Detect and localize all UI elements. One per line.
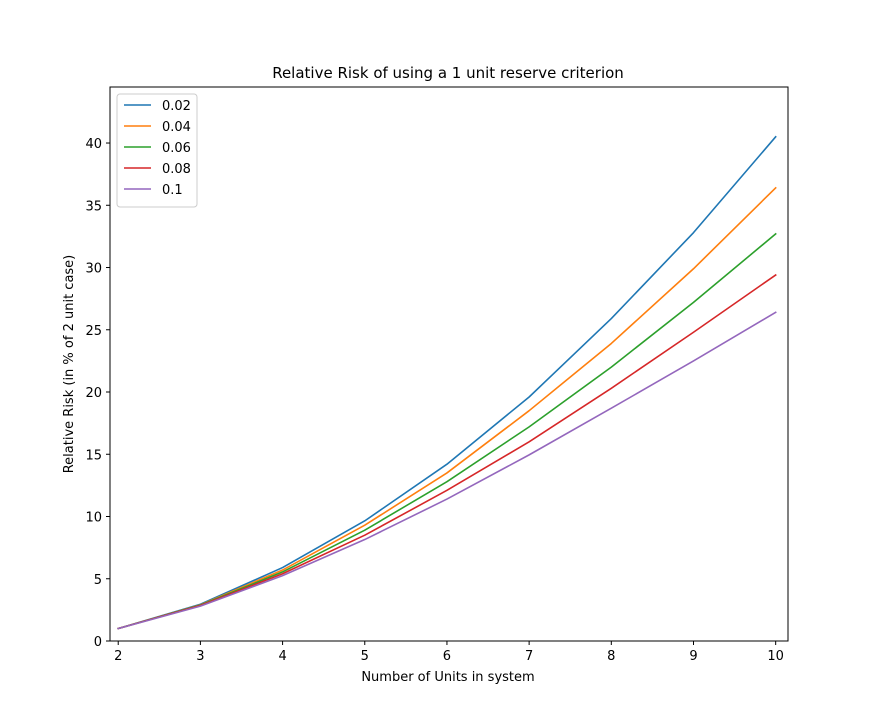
y-tick-label: 15: [85, 448, 102, 463]
y-axis-label: Relative Risk (in % of 2 unit case): [62, 255, 77, 474]
x-axis-label: Number of Units in system: [361, 670, 534, 685]
legend-box: [116, 93, 198, 208]
legend-label-0.02: 0.02: [162, 99, 191, 114]
legend: 0.02 0.04 0.06 0.08 0.1: [116, 93, 198, 208]
plot-frame: [109, 86, 789, 642]
x-tick-label: 7: [525, 649, 533, 664]
series-line-0.1: [117, 311, 777, 630]
legend-label-0.1: 0.1: [162, 183, 183, 198]
y-tick-label: 35: [85, 199, 102, 214]
x-tick-label: 4: [278, 649, 286, 664]
y-tick-label: 25: [85, 324, 102, 339]
y-tick-label: 30: [85, 262, 102, 277]
y-tick-label: 20: [85, 386, 102, 401]
x-tick-label: 5: [361, 649, 369, 664]
x-tick-label: 6: [443, 649, 451, 664]
y-tick-label: 10: [85, 511, 102, 526]
y-tick-label: 40: [85, 137, 102, 152]
legend-label-0.08: 0.08: [162, 162, 191, 177]
series-layer: [117, 135, 777, 630]
series-line-0.06: [117, 232, 777, 630]
legend-label-0.06: 0.06: [162, 141, 191, 156]
legend-label-0.04: 0.04: [162, 120, 191, 135]
x-tick-label: 10: [767, 649, 784, 664]
x-tick-label: 9: [689, 649, 697, 664]
series-line-0.08: [117, 273, 777, 630]
x-tick-label: 2: [114, 649, 122, 664]
chart-title: Relative Risk of using a 1 unit reserve …: [272, 64, 624, 82]
series-line-0.02: [117, 135, 777, 630]
x-tick-label: 8: [607, 649, 615, 664]
axes-layer: 2 3 4 5 6 7 8 9 10 0 5 10 15 20 25 30 35 40: [85, 86, 789, 664]
y-tick-label: 0: [94, 635, 102, 650]
x-tick-label: 3: [196, 649, 204, 664]
y-tick-label: 5: [94, 573, 102, 588]
series-line-0.04: [117, 186, 777, 630]
